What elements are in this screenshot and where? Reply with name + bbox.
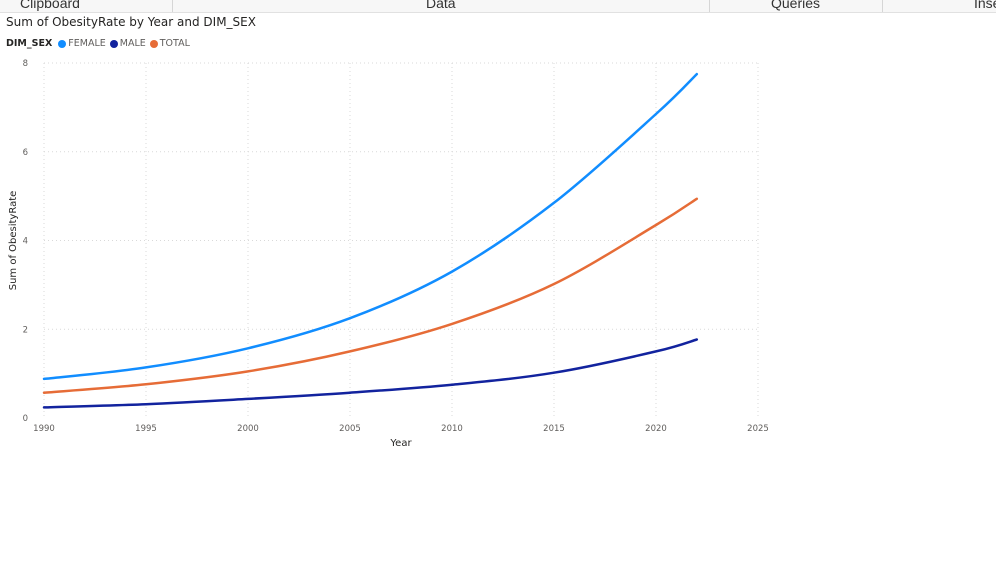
ribbon-group-labels: Clipboard Data Queries Inse bbox=[0, 0, 996, 13]
series-lines bbox=[42, 72, 699, 409]
legend-label-male: MALE bbox=[119, 38, 146, 49]
y-tick-label: 0 bbox=[23, 414, 28, 424]
legend-label-female: FEMALE bbox=[68, 38, 106, 49]
legend: DIM_SEX FEMALE MALE TOTAL bbox=[6, 38, 194, 49]
ribbon-group-insert[interactable]: Inse bbox=[974, 0, 996, 11]
legend-marker-female bbox=[58, 39, 67, 48]
visual-title: Sum of ObesityRate by Year and DIM_SEX bbox=[6, 15, 256, 29]
series-line-total[interactable] bbox=[42, 197, 699, 394]
legend-item-total[interactable]: TOTAL bbox=[149, 38, 190, 49]
y-axis-ticks: 0 2 4 6 8 bbox=[23, 59, 28, 424]
series-line-female[interactable] bbox=[42, 72, 699, 381]
gridlines bbox=[43, 62, 759, 418]
y-tick-label: 6 bbox=[23, 148, 28, 158]
x-tick-label: 2025 bbox=[747, 424, 769, 434]
ribbon-group-queries[interactable]: Queries bbox=[771, 0, 821, 11]
ribbon-separator bbox=[709, 0, 710, 12]
legend-item-male[interactable]: MALE bbox=[109, 38, 146, 49]
ribbon-group-data[interactable]: Data bbox=[426, 0, 456, 11]
y-tick-label: 4 bbox=[23, 237, 28, 247]
y-axis-label: Sum of ObesityRate bbox=[8, 191, 19, 291]
series-line-male[interactable] bbox=[42, 338, 699, 409]
x-axis-label: Year bbox=[389, 438, 412, 449]
plot-area: 0 2 4 6 8 1990 1995 2000 2005 2010 2015 2020 2025 Y… bbox=[8, 59, 769, 449]
x-tick-label: 2020 bbox=[645, 424, 667, 434]
x-tick-label: 1995 bbox=[135, 424, 157, 434]
x-tick-label: 2005 bbox=[339, 424, 361, 434]
ribbon-group-clipboard[interactable]: Clipboard bbox=[20, 0, 80, 11]
x-tick-label: 2015 bbox=[543, 424, 565, 434]
legend-marker-male bbox=[109, 39, 118, 48]
legend-label-total: TOTAL bbox=[159, 38, 190, 49]
legend-item-female[interactable]: FEMALE bbox=[58, 38, 106, 49]
ribbon-separator bbox=[882, 0, 883, 12]
y-tick-label: 8 bbox=[23, 59, 28, 69]
ribbon-separator bbox=[172, 0, 173, 12]
legend-title: DIM_SEX bbox=[6, 38, 53, 49]
x-axis-ticks: 1990 1995 2000 2005 2010 2015 2020 2025 bbox=[33, 424, 769, 434]
y-tick-label: 2 bbox=[23, 325, 28, 335]
x-tick-label: 2000 bbox=[237, 424, 259, 434]
line-chart-visual[interactable]: Sum of ObesityRate by Year and DIM_SEX D… bbox=[0, 13, 775, 463]
x-tick-label: 1990 bbox=[33, 424, 55, 434]
x-tick-label: 2010 bbox=[441, 424, 463, 434]
legend-marker-total bbox=[149, 39, 158, 48]
